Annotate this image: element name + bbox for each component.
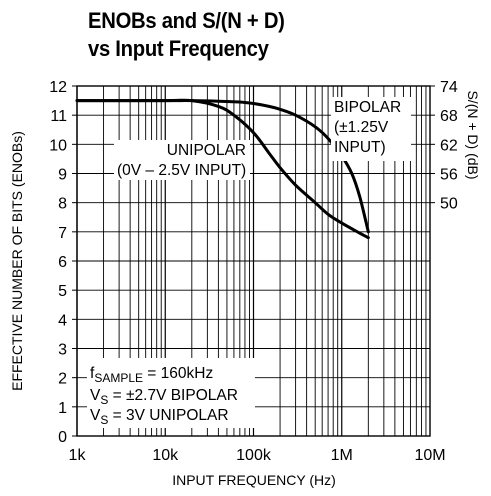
y-tick-label: 0	[58, 429, 67, 446]
conditions-line: fSAMPLE = 160kHz	[90, 365, 213, 385]
conditions-bg	[87, 358, 255, 428]
y-tick-label: 7	[58, 225, 67, 242]
annotations: BIPOLAR (±1.25V INPUT) UNIPOLAR (0V – 2.5V I…	[87, 97, 411, 428]
y2-tick-label: 56	[440, 167, 458, 184]
y2-tick-label: 50	[440, 196, 458, 213]
unipolar-label-line: (0V – 2.5V INPUT)	[117, 162, 246, 179]
x-tick-label: 10k	[152, 447, 179, 464]
series-line-unipolar	[75, 98, 370, 240]
y-tick-label: 11	[50, 108, 67, 125]
x-tick-label: 100k	[236, 447, 272, 464]
conditions-line: VS = 3V UNIPOLAR	[90, 407, 229, 427]
chart-title-line-1: ENOBs and S/(N + D)	[88, 8, 285, 33]
y2-axis-label: S/(N + D) (dB)	[465, 90, 481, 179]
y-axis-label: EFFECTIVE NUMBER OF BITS (ENOBs)	[9, 131, 25, 391]
y-tick-label: 2	[58, 371, 67, 388]
bipolar-label-line: BIPOLAR	[334, 99, 401, 116]
y-tick-label: 12	[49, 79, 67, 96]
y2-tick-label: 68	[440, 108, 458, 125]
conditions-line: VS = ±2.7V BIPOLAR	[90, 387, 238, 407]
y2-tick-label: 74	[440, 79, 458, 96]
bipolar-label-bg	[331, 97, 411, 161]
y2-tick-label: 62	[440, 137, 458, 154]
series-lines	[75, 98, 370, 240]
unipolar-label-bg	[114, 140, 250, 180]
y-tick-label: 5	[58, 283, 67, 300]
y-tick-label: 10	[49, 137, 67, 154]
x-axis-label: INPUT FREQUENCY (Hz)	[172, 472, 336, 488]
y-tick-label: 4	[58, 312, 67, 329]
x-tick-label: 10M	[414, 447, 445, 464]
y-tick-label: 3	[58, 342, 67, 359]
bipolar-label-line: INPUT)	[334, 139, 386, 156]
y-tick-label: 1	[58, 400, 67, 417]
chart-title-line-2: vs Input Frequency	[88, 36, 269, 61]
bipolar-label-line: (±1.25V	[334, 119, 389, 136]
x-tick-label: 1k	[69, 447, 87, 464]
y-tick-label: 6	[58, 254, 67, 271]
unipolar-label-line: UNIPOLAR	[167, 142, 246, 159]
y-tick-label: 9	[58, 167, 67, 184]
x-tick-label: 1M	[331, 447, 353, 464]
y2-tick-labels: 74 68 62 56 50	[430, 79, 458, 213]
y-tick-label: 8	[58, 196, 67, 213]
x-tick-labels: 1k 10k 100k 1M 10M	[69, 447, 446, 464]
